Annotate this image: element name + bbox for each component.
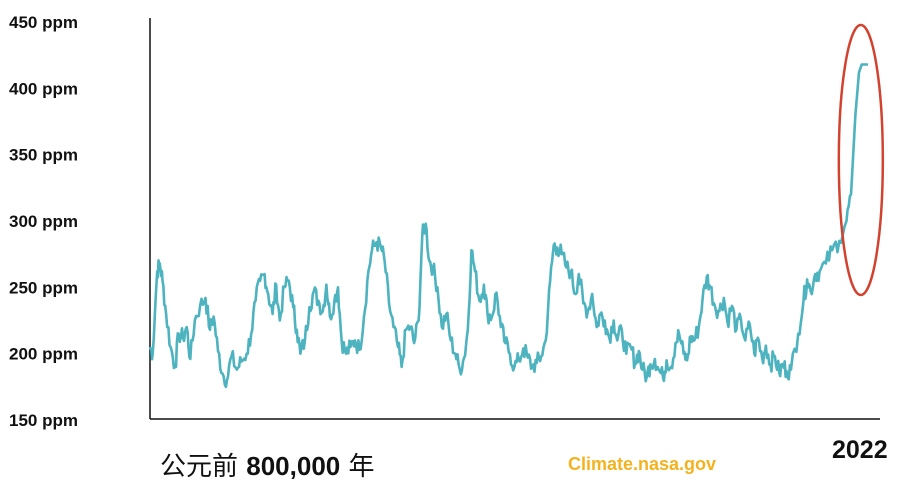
co2-series-line [148,63,868,389]
y-tick-label: 400 ppm [9,79,78,98]
highlight-ellipse [837,23,885,297]
series-layer [148,63,868,389]
y-tick-label: 200 ppm [9,345,78,364]
source-credit: Climate.nasa.gov [568,454,717,474]
highlight-layer [837,23,885,297]
y-tick-label: 450 ppm [9,13,78,32]
x-axis-end-label: 2022 [832,436,888,464]
y-tick-label: 350 ppm [9,146,78,165]
y-tick-label: 250 ppm [9,278,78,297]
y-tick-label: 150 ppm [9,411,78,430]
y-tick-label: 300 ppm [9,212,78,231]
x-axis-start-label: 公元前 800,000 年 [160,451,375,482]
y-axis-ticks: 450 ppm 400 ppm 350 ppm 300 ppm 250 ppm 200 p… [9,13,78,430]
